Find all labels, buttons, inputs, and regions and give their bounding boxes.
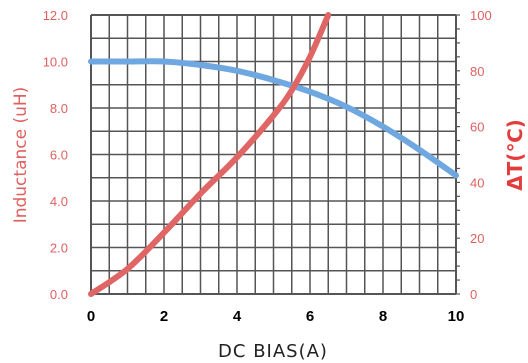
x-axis-title: DC BIAS(A) bbox=[218, 341, 328, 362]
y-left-tick-label: 12.0 bbox=[43, 8, 68, 23]
tick-labels: 0.0 2.0 4.0 6.0 8.0 10.0 12.0 0 20 40 60 80 100 0 2 4 6 8… bbox=[43, 8, 492, 325]
x-tick-label: 8 bbox=[379, 308, 387, 325]
y-right-tick-label: 80 bbox=[470, 64, 484, 79]
y-left-tick-label: 0.0 bbox=[50, 287, 68, 302]
y-right-tick-label: 100 bbox=[470, 8, 492, 23]
y-left-tick-label: 6.0 bbox=[50, 148, 68, 163]
y-left-tick-label: 8.0 bbox=[50, 101, 68, 116]
x-tick-label: 0 bbox=[87, 308, 95, 325]
x-tick-label: 4 bbox=[233, 308, 242, 325]
inductance-line bbox=[88, 58, 459, 179]
y-right-tick-label: 60 bbox=[470, 120, 484, 135]
x-tick-label: 6 bbox=[306, 308, 314, 325]
temperature-rise-line bbox=[88, 12, 332, 297]
y-right-tick-label: 40 bbox=[470, 175, 484, 190]
x-tick-label: 2 bbox=[160, 308, 168, 325]
y-left-tick-label: 10.0 bbox=[43, 55, 68, 70]
left-axis-title: Inductance (uH) bbox=[11, 87, 31, 224]
y-left-tick-label: 2.0 bbox=[50, 241, 68, 256]
y-right-tick-label: 20 bbox=[470, 231, 484, 246]
y-left-tick-label: 4.0 bbox=[50, 194, 68, 209]
x-tick-label: 10 bbox=[448, 308, 465, 325]
series-layer bbox=[88, 12, 459, 297]
right-axis-title: ΔT(℃) bbox=[503, 119, 527, 191]
y-right-tick-label: 0 bbox=[470, 287, 477, 302]
